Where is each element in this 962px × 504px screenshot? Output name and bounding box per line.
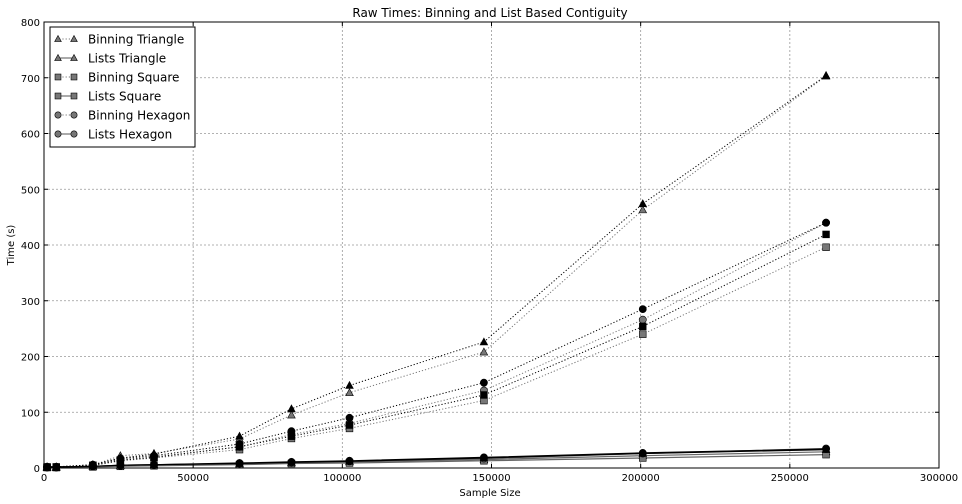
data-point <box>638 315 647 324</box>
legend-label: Binning Hexagon <box>88 109 190 123</box>
data-point <box>480 453 488 462</box>
data-point <box>345 388 354 397</box>
data-point <box>480 391 488 399</box>
x-tick-label: 200000 <box>622 473 660 484</box>
legend-label: Lists Square <box>88 90 161 104</box>
legend-marker <box>54 53 62 61</box>
data-point <box>822 230 830 239</box>
y-tick-label: 100 <box>21 408 40 419</box>
y-tick-label: 800 <box>21 18 40 29</box>
series-unlabeled-10 <box>43 445 830 471</box>
legend-label: Lists Hexagon <box>88 128 172 142</box>
y-tick-label: 500 <box>21 185 40 196</box>
legend-item: Binning Hexagon <box>54 109 190 123</box>
legend-marker <box>54 130 62 138</box>
data-point <box>43 462 51 471</box>
data-point <box>639 322 647 331</box>
data-point <box>88 462 97 471</box>
data-point <box>822 218 830 227</box>
y-tick-label: 300 <box>21 297 40 308</box>
legend: Binning Triangle Lists Triangle Binning Sq… <box>49 26 196 148</box>
x-tick-label: 150000 <box>472 473 510 484</box>
data-point <box>345 413 354 422</box>
legend-label: Binning Square <box>88 71 179 85</box>
data-point <box>52 462 61 471</box>
legend-marker <box>70 73 78 81</box>
data-point <box>638 199 648 208</box>
x-tick-label: 50000 <box>177 473 209 484</box>
chart-title: Raw Times: Binning and List Based Contig… <box>352 6 627 20</box>
data-point <box>287 427 296 436</box>
x-tick-label: 0 <box>41 473 47 484</box>
data-point <box>235 459 244 467</box>
x-axis-label: Sample Size <box>459 488 520 499</box>
data-point <box>345 421 354 429</box>
data-point <box>822 243 830 251</box>
legend-label: Lists Triangle <box>88 52 166 66</box>
y-tick-label: 600 <box>21 130 40 141</box>
x-tick-label: 300000 <box>920 473 958 484</box>
y-tick-label: 400 <box>21 241 40 252</box>
y-tick-label: 700 <box>21 74 40 85</box>
legend-marker <box>54 92 62 100</box>
data-point <box>150 451 158 460</box>
legend-marker <box>70 111 78 119</box>
y-tick-label: 0 <box>34 464 40 475</box>
legend-item: Binning Triangle <box>54 33 184 47</box>
data-point <box>345 456 354 465</box>
legend-item: Binning Square <box>54 71 179 85</box>
ticks: 0 50000 100000 150000 200000 250000 300000 0 100… <box>21 18 958 484</box>
data-point <box>822 445 830 453</box>
legend-label: Binning Triangle <box>88 33 184 47</box>
legend-item: Lists Square <box>54 90 161 104</box>
legend-item: Lists Hexagon <box>54 128 172 142</box>
data-point <box>821 70 831 79</box>
legend-marker <box>54 111 62 119</box>
y-axis-label: Time (s) <box>6 225 17 267</box>
series-line <box>47 246 827 468</box>
series-layer <box>42 70 831 472</box>
data-point <box>235 440 244 448</box>
legend-marker <box>70 34 78 42</box>
legend-marker <box>70 92 78 100</box>
data-point <box>116 461 125 470</box>
data-point <box>235 431 244 440</box>
legend-item: Lists Triangle <box>54 52 166 66</box>
data-point <box>638 305 647 314</box>
legend-marker <box>70 53 78 61</box>
data-point <box>479 337 489 346</box>
data-point <box>638 449 647 457</box>
series-line <box>47 222 827 468</box>
legend-marker <box>70 130 78 138</box>
y-tick-label: 200 <box>21 353 40 364</box>
data-point <box>287 410 296 419</box>
legend-box <box>49 26 196 148</box>
data-point <box>480 378 488 387</box>
data-point <box>639 330 647 338</box>
data-point <box>345 380 354 389</box>
x-tick-label: 100000 <box>323 473 361 484</box>
data-point <box>150 460 158 469</box>
data-point <box>287 404 296 413</box>
x-tick-label: 250000 <box>771 473 809 484</box>
data-point <box>638 205 648 214</box>
legend-marker <box>54 73 62 81</box>
legend-marker <box>54 34 62 42</box>
data-point <box>479 347 489 356</box>
data-point <box>287 457 296 466</box>
